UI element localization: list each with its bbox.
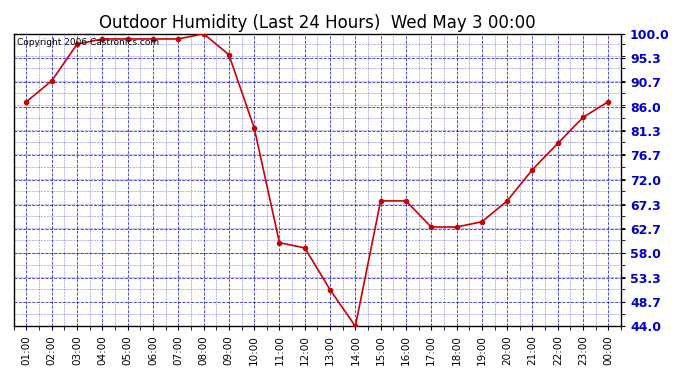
Text: Copyright 2006 Castronics.com: Copyright 2006 Castronics.com	[17, 38, 159, 47]
Title: Outdoor Humidity (Last 24 Hours)  Wed May 3 00:00: Outdoor Humidity (Last 24 Hours) Wed May…	[99, 14, 535, 32]
